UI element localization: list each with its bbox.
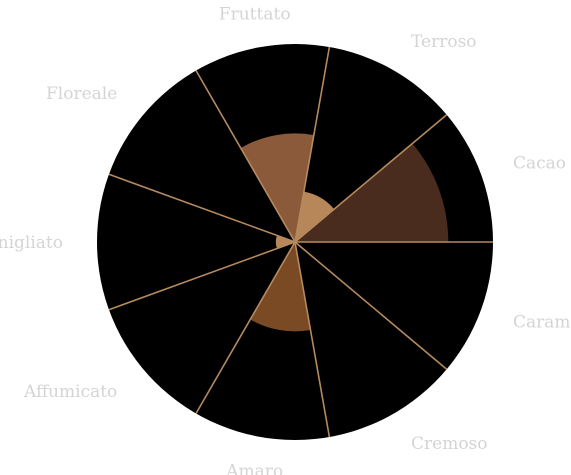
sector-amaro bbox=[250, 242, 311, 332]
label-caramellato: Caramellato bbox=[513, 312, 571, 332]
label-fruttato: Fruttato bbox=[219, 5, 291, 25]
spoke-3 bbox=[195, 70, 296, 243]
label-cremoso: Cremoso bbox=[411, 434, 488, 454]
spoke-2 bbox=[294, 46, 331, 243]
category-labels: Cacao Terroso Fruttato Floreale Vanigliato Af… bbox=[0, 5, 571, 475]
label-amaro: Amaro bbox=[225, 462, 283, 475]
label-vanigliato: Vanigliato bbox=[0, 233, 63, 253]
label-floreale: Floreale bbox=[46, 84, 117, 104]
sector-cacao bbox=[295, 143, 449, 242]
spoke-8 bbox=[294, 241, 448, 370]
spoke-4 bbox=[108, 173, 296, 243]
spoke-6 bbox=[195, 241, 296, 414]
sector-vanigliato bbox=[275, 235, 295, 249]
spoke-5 bbox=[108, 241, 296, 311]
spoke-1 bbox=[294, 114, 448, 243]
sector-terroso bbox=[295, 191, 335, 242]
label-affumicato: Affumicato bbox=[23, 382, 117, 402]
label-cacao: Cacao bbox=[513, 154, 566, 174]
label-terroso: Terroso bbox=[411, 32, 477, 52]
spokes-group bbox=[108, 46, 493, 438]
sector-fruttato bbox=[240, 133, 314, 242]
spoke-7 bbox=[294, 241, 331, 438]
sectors-group bbox=[240, 133, 449, 332]
